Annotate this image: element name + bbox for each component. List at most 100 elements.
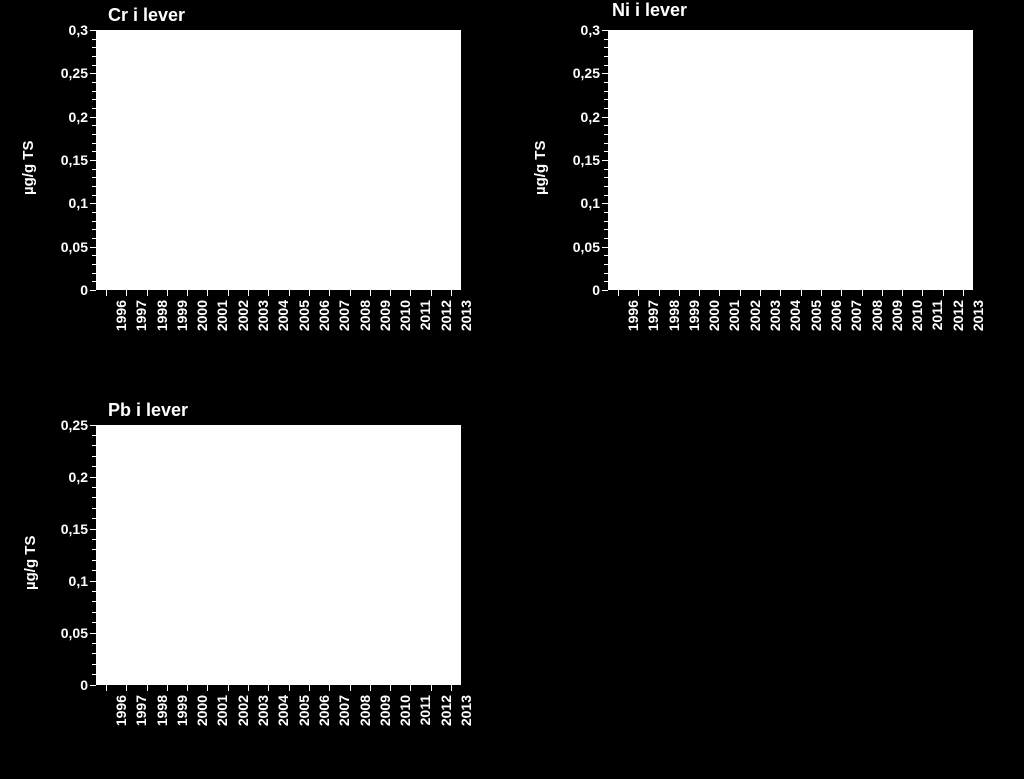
ytick-minor <box>92 570 96 571</box>
xtick <box>329 685 330 691</box>
xtick <box>638 290 639 296</box>
ytick-minor <box>92 601 96 602</box>
xtick-label: 1998 <box>666 300 682 340</box>
ytick <box>90 477 96 478</box>
ytick-label: 0,3 <box>38 22 88 38</box>
ytick-minor <box>92 445 96 446</box>
ytick <box>602 160 608 161</box>
ytick-minor <box>92 281 96 282</box>
xtick <box>451 290 452 296</box>
chart-grid: Cr i lever µg/g TS 00,050,10,150,20,250,… <box>0 0 1024 779</box>
xtick-label: 2000 <box>706 300 722 340</box>
ytick-minor <box>604 212 608 213</box>
xtick <box>228 290 229 296</box>
xtick-label: 2011 <box>929 300 945 340</box>
xtick-label: 2011 <box>417 300 433 340</box>
xtick <box>862 290 863 296</box>
xtick-label: 2010 <box>397 695 413 735</box>
xtick <box>106 685 107 691</box>
ytick <box>90 581 96 582</box>
xtick <box>289 290 290 296</box>
xtick-label: 1996 <box>113 300 129 340</box>
ytick <box>90 633 96 634</box>
xtick-label: 2002 <box>235 695 251 735</box>
xtick <box>167 685 168 691</box>
xtick <box>147 290 148 296</box>
ytick-minor <box>604 47 608 48</box>
xtick <box>268 290 269 296</box>
ytick-label: 0,1 <box>38 195 88 211</box>
xtick-label: 2011 <box>417 695 433 735</box>
ytick-minor <box>604 91 608 92</box>
ytick-minor <box>92 82 96 83</box>
xtick-label: 1999 <box>686 300 702 340</box>
xtick-label: 2001 <box>214 695 230 735</box>
xtick <box>126 685 127 691</box>
ytick-minor <box>92 143 96 144</box>
plot-area-pb <box>96 425 461 685</box>
xtick-label: 1996 <box>113 695 129 735</box>
xtick-label: 2001 <box>214 300 230 340</box>
ytick-minor <box>92 91 96 92</box>
xtick-label: 2013 <box>970 300 986 340</box>
xtick-label: 2005 <box>296 300 312 340</box>
xtick <box>780 290 781 296</box>
xtick-label: 2004 <box>787 300 803 340</box>
ytick-minor <box>92 518 96 519</box>
ytick-minor <box>604 125 608 126</box>
ytick-label: 0 <box>550 282 600 298</box>
ytick-minor <box>604 195 608 196</box>
xtick-label: 1996 <box>625 300 641 340</box>
ytick-label: 0,2 <box>38 469 88 485</box>
ytick-minor <box>92 435 96 436</box>
xtick <box>329 290 330 296</box>
xtick <box>289 685 290 691</box>
xtick <box>431 290 432 296</box>
xtick-label: 2003 <box>255 300 271 340</box>
ytick-minor <box>92 108 96 109</box>
xtick <box>268 685 269 691</box>
plot-area-ni <box>608 30 973 290</box>
ytick-minor <box>92 664 96 665</box>
xtick <box>922 290 923 296</box>
ytick-minor <box>92 56 96 57</box>
ytick-minor <box>92 560 96 561</box>
ytick-label: 0,25 <box>38 417 88 433</box>
ytick <box>602 203 608 204</box>
xtick-label: 2003 <box>255 695 271 735</box>
ytick-minor <box>92 255 96 256</box>
ylabel-cr: µg/g TS <box>20 141 37 195</box>
xtick-label: 1999 <box>174 695 190 735</box>
ytick-minor <box>92 643 96 644</box>
xtick <box>719 290 720 296</box>
chart-panel-pb: Pb i lever µg/g TS 00,050,10,150,20,2519… <box>0 390 512 779</box>
ytick-minor <box>604 39 608 40</box>
xtick <box>187 685 188 691</box>
xtick-label: 2002 <box>747 300 763 340</box>
xtick-label: 2005 <box>808 300 824 340</box>
ytick-minor <box>604 221 608 222</box>
ytick <box>90 73 96 74</box>
ytick-minor <box>92 674 96 675</box>
xtick <box>370 290 371 296</box>
ytick-label: 0,2 <box>38 109 88 125</box>
xtick <box>390 290 391 296</box>
ytick-label: 0,15 <box>550 152 600 168</box>
ytick <box>90 290 96 291</box>
ytick <box>90 425 96 426</box>
xtick-label: 2007 <box>848 300 864 340</box>
ytick-label: 0,3 <box>550 22 600 38</box>
ytick-minor <box>92 151 96 152</box>
ytick-minor <box>92 539 96 540</box>
ytick-minor <box>604 264 608 265</box>
ytick-minor <box>604 108 608 109</box>
xtick <box>410 290 411 296</box>
xtick-label: 2007 <box>336 695 352 735</box>
ylabel-pb: µg/g TS <box>22 535 39 589</box>
xtick <box>126 290 127 296</box>
xtick <box>659 290 660 296</box>
ytick-minor <box>92 622 96 623</box>
xtick-label: 1997 <box>645 300 661 340</box>
ytick <box>90 203 96 204</box>
ytick-minor <box>92 221 96 222</box>
